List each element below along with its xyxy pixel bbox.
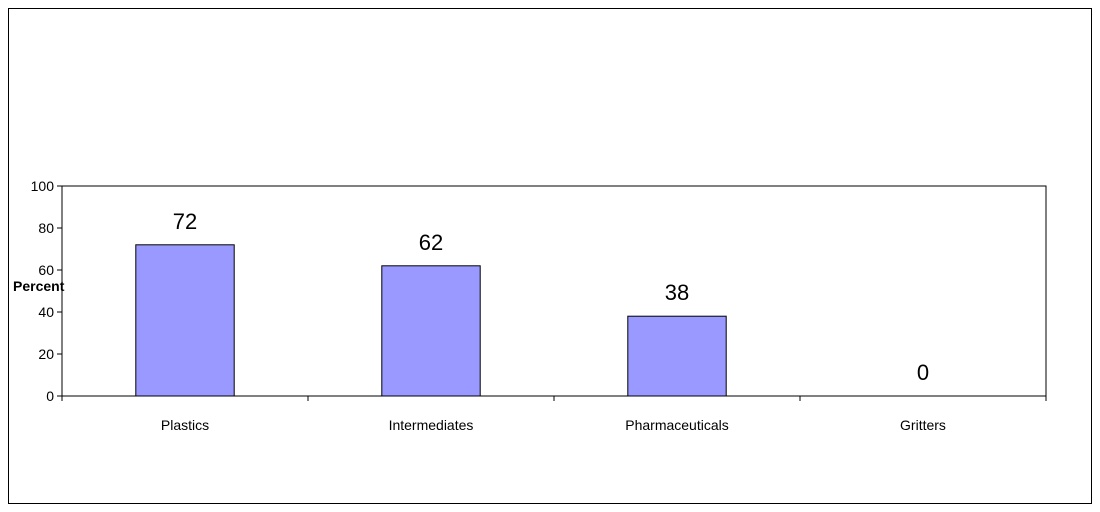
y-axis: 0 20 40 60 80 100	[31, 178, 62, 404]
y-tick-label: 40	[38, 304, 54, 320]
x-axis: Plastics Intermediates Pharmaceuticals Grit…	[61, 396, 1047, 433]
bar	[135, 244, 235, 397]
bar-value-label: 72	[173, 209, 197, 234]
bar	[381, 265, 481, 397]
y-tick-label: 0	[46, 388, 54, 404]
x-category-label: Plastics	[161, 417, 209, 433]
bars	[135, 244, 727, 397]
bar-value-label: 38	[665, 280, 689, 305]
bar-chart: 0 20 40 60 80 100 Plastics Intermediates Pharma…	[13, 178, 1047, 433]
bar	[627, 315, 727, 397]
data-labels: 72 62 38 0	[173, 209, 929, 385]
chart-frame: 0 20 40 60 80 100 Plastics Intermediates Pharma…	[8, 8, 1092, 504]
bar-value-label: 0	[917, 360, 929, 385]
y-tick-label: 20	[38, 346, 54, 362]
y-axis-title: Percent	[13, 278, 65, 294]
bar-value-label: 62	[419, 230, 443, 255]
y-tick-label: 100	[31, 178, 55, 194]
x-category-label: Intermediates	[389, 417, 474, 433]
y-tick-label: 60	[38, 262, 54, 278]
y-tick-label: 80	[38, 220, 54, 236]
x-category-label: Gritters	[900, 417, 946, 433]
x-category-label: Pharmaceuticals	[625, 417, 729, 433]
